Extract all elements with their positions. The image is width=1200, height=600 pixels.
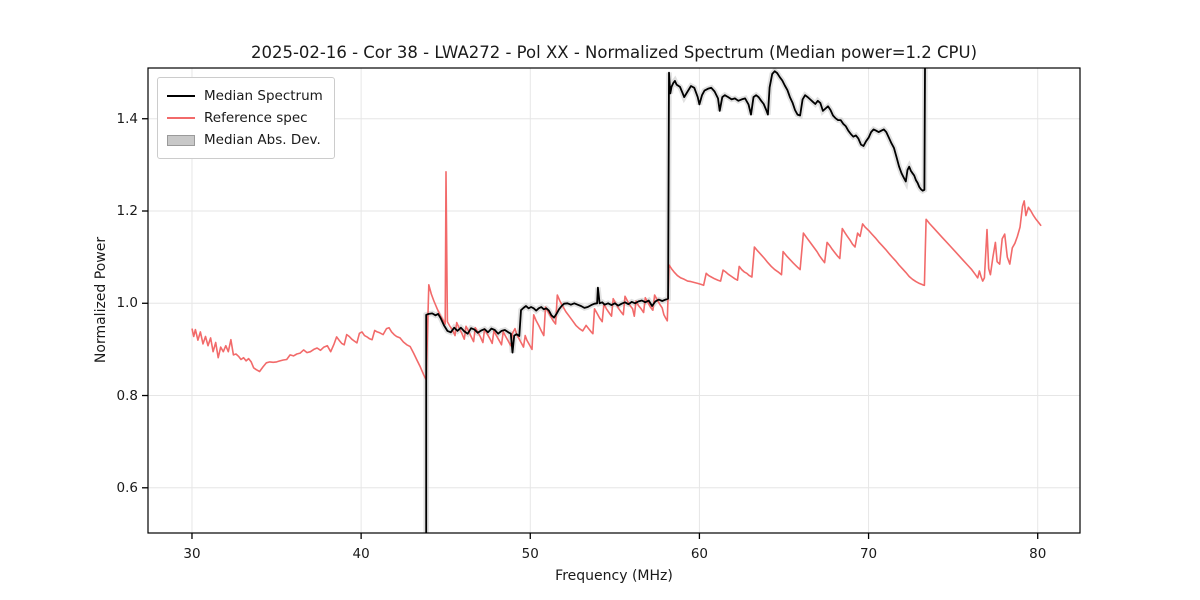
y-tick-label: 0.8: [116, 387, 138, 404]
reference-spec-line-swatch: [167, 117, 195, 119]
legend-entry-reference-spec: Reference spec: [167, 107, 323, 129]
median-spectrum-line: [425, 68, 926, 533]
x-tick-label: 60: [690, 546, 708, 562]
reference-spec-line: [191, 171, 1042, 381]
y-tick-label: 1.2: [116, 203, 138, 219]
legend-entry-median-abs-dev: Median Abs. Dev.: [167, 129, 323, 151]
legend-label: Median Abs. Dev.: [204, 132, 321, 148]
legend: Median Spectrum Reference spec Median Ab…: [157, 77, 335, 159]
x-axis-label: Frequency (MHz): [555, 568, 673, 584]
x-tick-label: 30: [183, 546, 201, 562]
y-tick-label: 1.4: [116, 110, 138, 127]
median-spectrum-line-swatch: [167, 95, 195, 97]
plot-border: [147, 67, 1081, 534]
median-abs-dev-patch-swatch: [167, 134, 195, 146]
legend-label: Reference spec: [204, 110, 308, 126]
x-tick-label: 80: [1029, 546, 1047, 562]
chart-title: 2025-02-16 - Cor 38 - LWA272 - Pol XX - …: [250, 43, 978, 62]
y-tick-label: 1.0: [116, 295, 138, 312]
x-tick-label: 40: [352, 546, 370, 562]
x-tick-label: 70: [859, 546, 878, 562]
y-tick-label: 0.6: [116, 479, 138, 496]
tick-marks: [142, 118, 1039, 539]
legend-entry-median-spectrum: Median Spectrum: [167, 85, 323, 107]
x-tick-label: 50: [521, 546, 539, 562]
legend-label: Median Spectrum: [204, 88, 323, 104]
median-abs-dev-band: [423, 68, 928, 533]
